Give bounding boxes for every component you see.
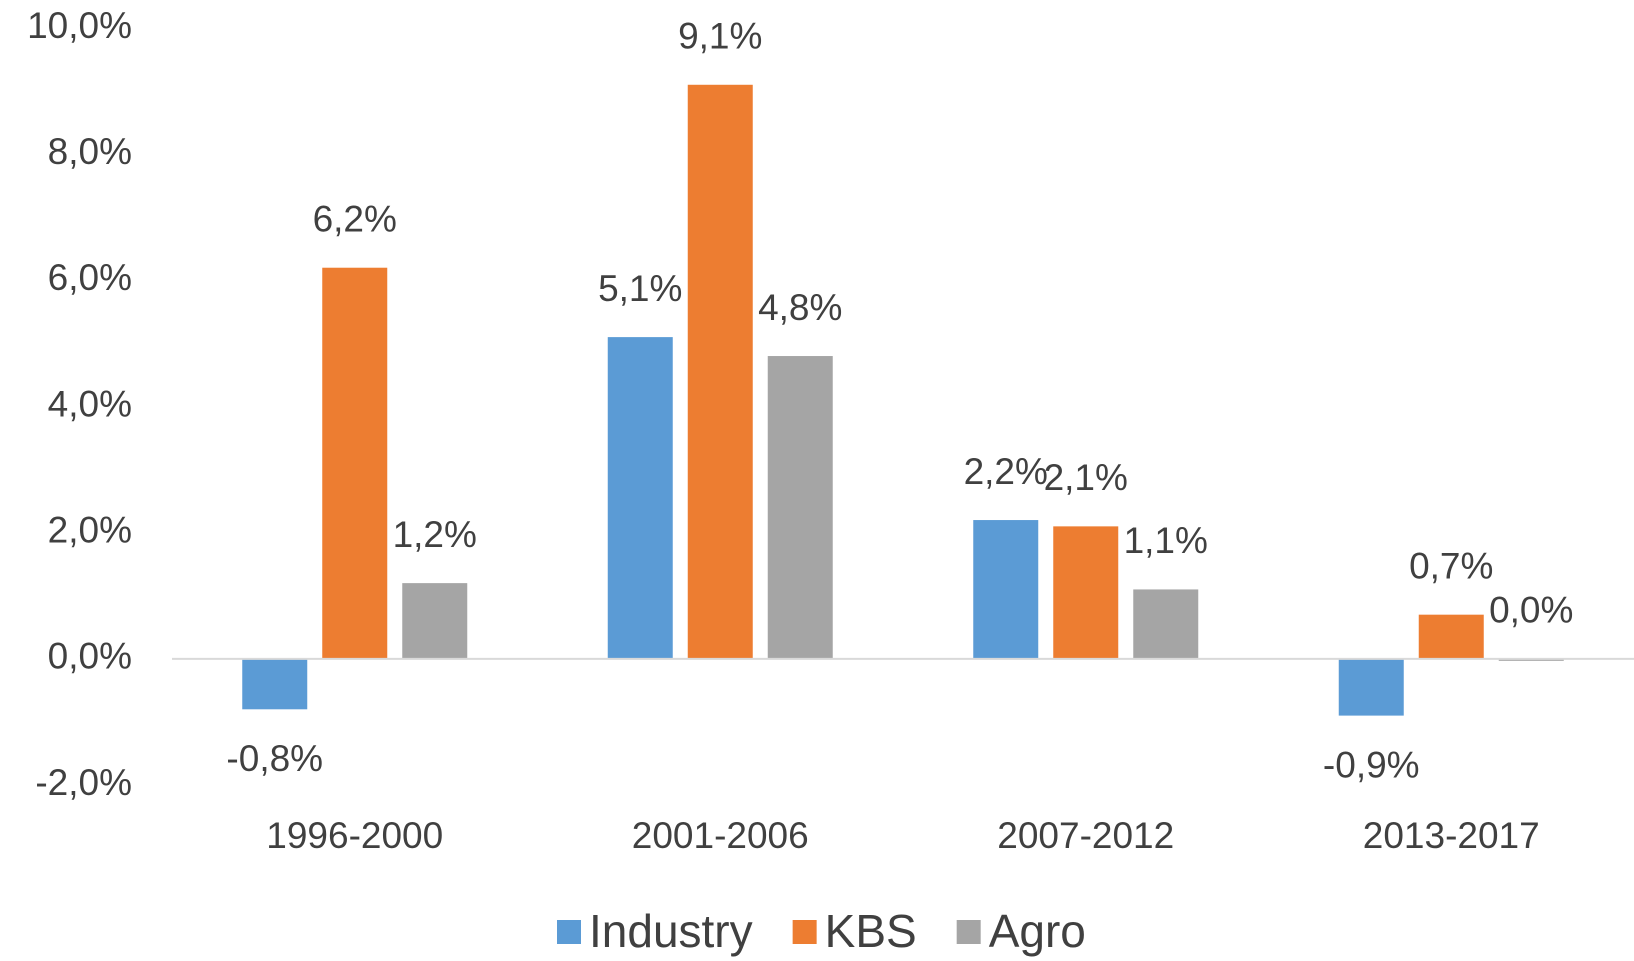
legend-label: Industry <box>589 905 753 957</box>
legend-label: Agro <box>989 905 1086 957</box>
value-label: 0,7% <box>1409 545 1493 586</box>
bar <box>402 583 468 659</box>
bar <box>1338 658 1404 716</box>
value-label: 6,2% <box>313 198 397 239</box>
legend-swatch <box>557 920 581 944</box>
bar <box>322 267 388 659</box>
legend-label: KBS <box>825 905 917 957</box>
value-label: 0,0% <box>1489 590 1573 631</box>
y-tick-label: -2,0% <box>35 762 132 803</box>
y-tick-label: 2,0% <box>48 509 132 550</box>
bar <box>1418 614 1484 659</box>
x-tick-label: 2001-2006 <box>632 815 809 856</box>
bar <box>607 337 673 659</box>
value-label: 1,2% <box>393 514 477 555</box>
x-tick-label: 1996-2000 <box>266 815 443 856</box>
value-label: 9,1% <box>678 16 762 57</box>
bar <box>687 84 753 659</box>
x-tick-label: 2013-2017 <box>1363 815 1540 856</box>
bar <box>1053 526 1119 659</box>
value-label: 4,8% <box>758 287 842 328</box>
y-tick-label: 10,0% <box>27 5 132 46</box>
value-label: -0,8% <box>226 738 323 779</box>
value-label: 5,1% <box>598 268 682 309</box>
legend-swatch <box>792 920 817 944</box>
x-tick-label: 2007-2012 <box>997 815 1174 856</box>
y-tick-label: 8,0% <box>48 131 132 172</box>
bar <box>767 356 833 659</box>
value-label: 1,1% <box>1124 520 1208 561</box>
bar <box>242 658 308 710</box>
value-label: -0,9% <box>1323 744 1420 785</box>
value-label: 2,2% <box>964 451 1048 492</box>
y-tick-label: 6,0% <box>48 257 132 298</box>
legend-swatch <box>956 920 981 944</box>
y-tick-label: 4,0% <box>48 383 132 424</box>
y-tick-label: 0,0% <box>48 636 132 677</box>
bar <box>973 520 1039 659</box>
value-label: 2,1% <box>1044 457 1128 498</box>
bar <box>1133 589 1199 659</box>
